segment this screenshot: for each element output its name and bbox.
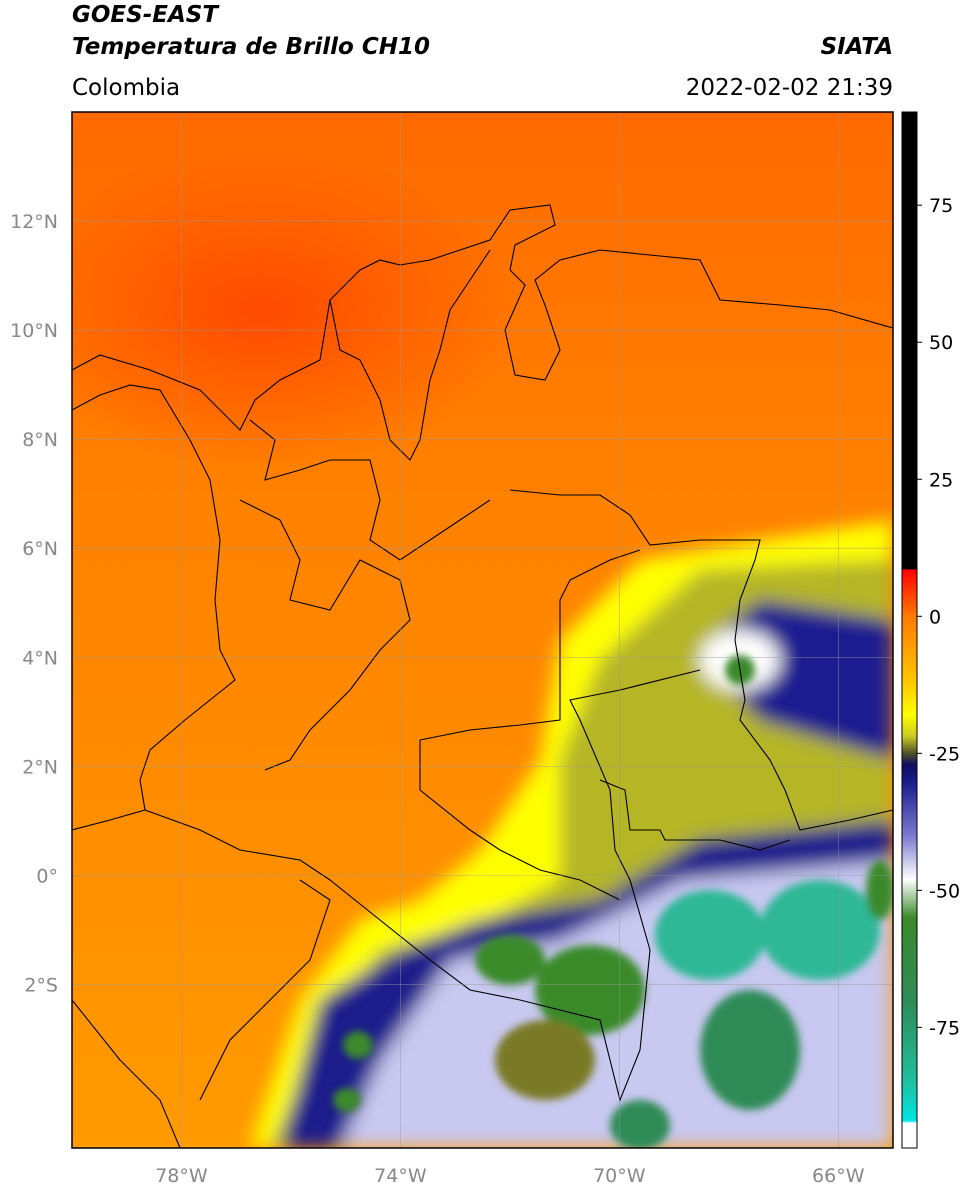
lon-tick-label: 70°W <box>593 1165 646 1187</box>
colorbar-tick-label: 0 <box>929 606 941 628</box>
lat-tick-label: 6°N <box>22 538 58 560</box>
graticule <box>72 112 893 1148</box>
colorbar-tick-label: 75 <box>929 195 953 217</box>
lat-tick-label: 0° <box>36 865 58 887</box>
lat-tick-label: 12°N <box>10 211 58 233</box>
plot-frame <box>71 111 894 1149</box>
colorbar-tick-label: -25 <box>929 743 960 765</box>
colorbar-tick-label: 25 <box>929 469 953 491</box>
lon-tick-label: 78°W <box>155 1165 208 1187</box>
lon-tick-label: 66°W <box>812 1165 865 1187</box>
lat-tick-label: 2°S <box>24 974 58 996</box>
lat-tick-label: 2°N <box>22 756 58 778</box>
colorbar-tick-label: -75 <box>929 1017 960 1039</box>
title: GOES-EAST <box>72 2 220 28</box>
colorbar <box>901 111 918 1149</box>
org: SIATA <box>821 34 893 60</box>
lat-tick-label: 10°N <box>10 320 58 342</box>
borders <box>72 204 893 1148</box>
lat-tick-label: 4°N <box>22 647 58 669</box>
lon-tick-label: 74°W <box>374 1165 427 1187</box>
region: Colombia <box>72 75 180 101</box>
subtitle: Temperatura de Brillo CH10 <box>72 34 430 60</box>
satellite-image <box>72 112 893 1148</box>
colorbar-tick-label: 50 <box>929 332 953 354</box>
colorbar-tick-label: -50 <box>929 880 960 902</box>
datetime: 2022-02-02 21:39 <box>686 75 893 101</box>
lat-tick-label: 8°N <box>22 429 58 451</box>
